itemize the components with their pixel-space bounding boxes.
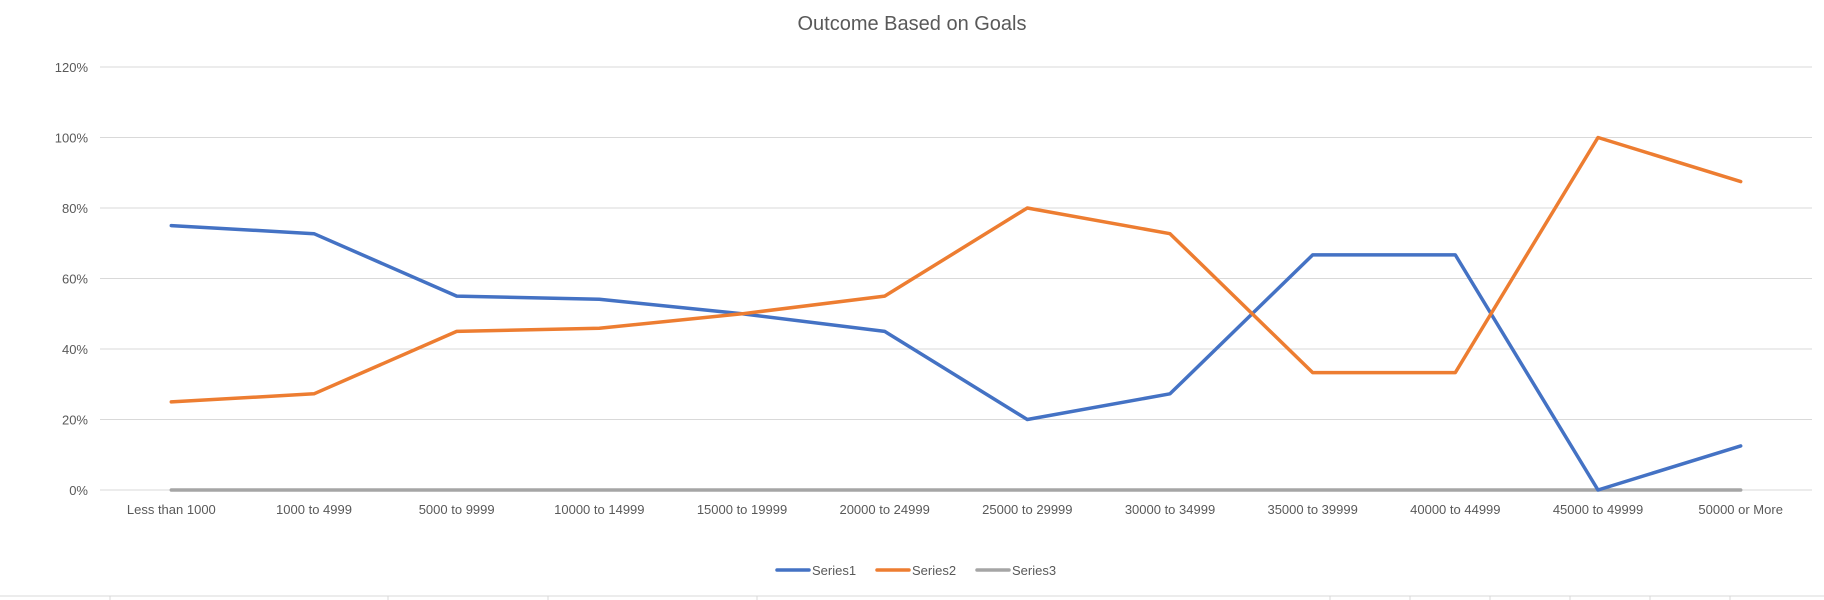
legend-item-series2: Series2 <box>875 563 956 578</box>
y-tick-label: 0% <box>69 483 88 498</box>
x-tick-label: 10000 to 14999 <box>554 502 644 517</box>
series-line-series1 <box>169 223 1743 492</box>
y-axis-ticks: 0% 20% 40% 60% 80% 100% 120% <box>55 60 89 498</box>
x-tick-label: 25000 to 29999 <box>982 502 1072 517</box>
x-axis-ticks: Less than 1000 1000 to 4999 5000 to 9999 10… <box>127 502 1783 517</box>
x-tick-label: 40000 to 44999 <box>1410 502 1500 517</box>
x-tick-label: 15000 to 19999 <box>697 502 787 517</box>
y-tick-label: 40% <box>62 342 88 357</box>
y-tick-label: 60% <box>62 272 88 287</box>
chart-title: Outcome Based on Goals <box>797 13 1026 35</box>
x-tick-label: 5000 to 9999 <box>419 502 495 517</box>
legend: Series1 Series2 Series3 <box>775 563 1056 578</box>
x-tick-label: 35000 to 39999 <box>1267 502 1357 517</box>
y-tick-label: 20% <box>62 413 88 428</box>
x-tick-label: Less than 1000 <box>127 502 216 517</box>
x-tick-label: 50000 or More <box>1698 502 1783 517</box>
x-tick-label: 45000 to 49999 <box>1553 502 1643 517</box>
gridlines <box>100 66 1812 491</box>
y-tick-label: 80% <box>62 201 88 216</box>
series-lines <box>169 135 1743 492</box>
legend-label: Series2 <box>912 563 956 578</box>
legend-label: Series3 <box>1012 563 1056 578</box>
y-tick-label: 120% <box>55 60 89 75</box>
series-line-series2 <box>169 135 1743 404</box>
legend-label: Series1 <box>812 563 856 578</box>
legend-item-series3: Series3 <box>975 563 1056 578</box>
x-tick-label: 1000 to 4999 <box>276 502 352 517</box>
y-tick-label: 100% <box>55 131 89 146</box>
x-tick-label: 30000 to 34999 <box>1125 502 1215 517</box>
x-tick-label: 20000 to 24999 <box>839 502 929 517</box>
bottom-cell-borders <box>0 595 1824 600</box>
legend-item-series1: Series1 <box>775 563 856 578</box>
